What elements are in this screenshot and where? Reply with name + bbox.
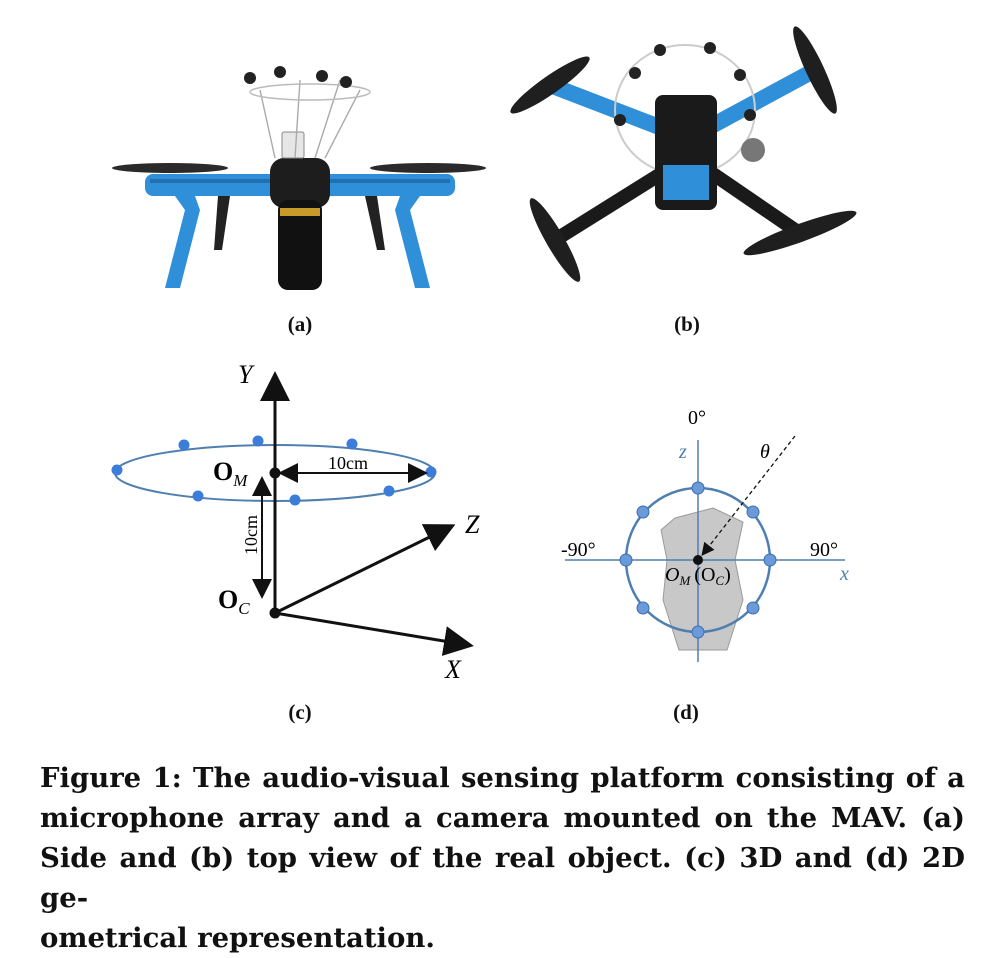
angle-neg90-label: -90°	[561, 539, 596, 561]
mic-origin-point	[269, 467, 281, 479]
camera-origin-label: OC	[218, 585, 250, 618]
microphone-dot	[346, 438, 358, 450]
microphone-dot	[763, 553, 777, 567]
landing-leg-left	[165, 196, 200, 288]
origin-label: OM (OC)	[665, 564, 731, 588]
microphone-dot	[192, 490, 204, 502]
angle-90-label: 90°	[810, 539, 838, 561]
propeller	[529, 198, 581, 282]
angle-0-label: 0°	[688, 407, 706, 429]
theta-label: θ	[760, 441, 770, 463]
microphone-dot	[111, 464, 123, 476]
propeller	[743, 210, 857, 256]
x-axis-label: x	[839, 563, 849, 585]
propeller	[510, 56, 590, 114]
propeller-left	[112, 163, 228, 173]
drone-side-view-photo	[112, 66, 486, 290]
propeller	[793, 26, 837, 114]
microphone	[316, 70, 328, 82]
horizontal-distance-label: 10cm	[328, 453, 368, 473]
panel-b-label: (b)	[674, 312, 700, 336]
microphone-dot	[425, 466, 437, 478]
caption-line: Side and (b) top view of the real object…	[40, 842, 965, 914]
microphone-dot	[636, 601, 650, 615]
panel-d-label: (d)	[673, 700, 699, 724]
propeller-right	[370, 163, 486, 173]
caption-line: ometrical representation.	[40, 922, 435, 954]
drone-body	[270, 158, 330, 208]
camera-origin-point	[269, 607, 281, 619]
z-axis-label: z	[678, 441, 687, 463]
vertical-distance-label: 10cm	[241, 515, 261, 555]
figure-caption: Figure 1: The audio-visual sensing platf…	[40, 758, 965, 958]
head-shape	[660, 507, 744, 651]
caption-line: microphone array and a camera mounted on…	[40, 802, 965, 834]
drone-top-view-photo	[510, 26, 857, 282]
z-axis	[274, 524, 456, 615]
microphone-dot	[383, 485, 395, 497]
microphone-dot	[252, 435, 264, 447]
microphone	[274, 66, 286, 78]
z-axis-label: Z	[465, 510, 480, 539]
3d-geometry-diagram: Y Z X 10cm 10cm OM OC	[111, 360, 480, 684]
microphone-dot	[746, 505, 760, 519]
microphone-dot	[746, 601, 760, 615]
microphone-dot	[636, 505, 650, 519]
origin-point	[693, 555, 703, 565]
microphone	[244, 72, 256, 84]
camera	[281, 131, 305, 159]
x-axis-label: X	[444, 655, 462, 684]
microphone-dot	[619, 553, 633, 567]
panel-c-label: (c)	[288, 700, 312, 724]
y-axis-label: Y	[238, 360, 255, 389]
microphone	[340, 76, 352, 88]
mic-origin-label: OM	[213, 457, 248, 490]
microphone-dot	[289, 494, 301, 506]
panel-a-label: (a)	[287, 312, 313, 336]
sound-direction-arrow	[701, 435, 796, 557]
microphone-dot	[691, 625, 705, 639]
2d-geometry-diagram: 0° -90° 90° θ z x OM (OC)	[561, 407, 849, 662]
landing-leg-right	[395, 196, 430, 288]
x-axis	[274, 611, 474, 656]
microphone-dot	[178, 439, 190, 451]
microphone-dot	[691, 481, 705, 495]
caption-line: Figure 1: The audio-visual sensing platf…	[40, 762, 965, 794]
